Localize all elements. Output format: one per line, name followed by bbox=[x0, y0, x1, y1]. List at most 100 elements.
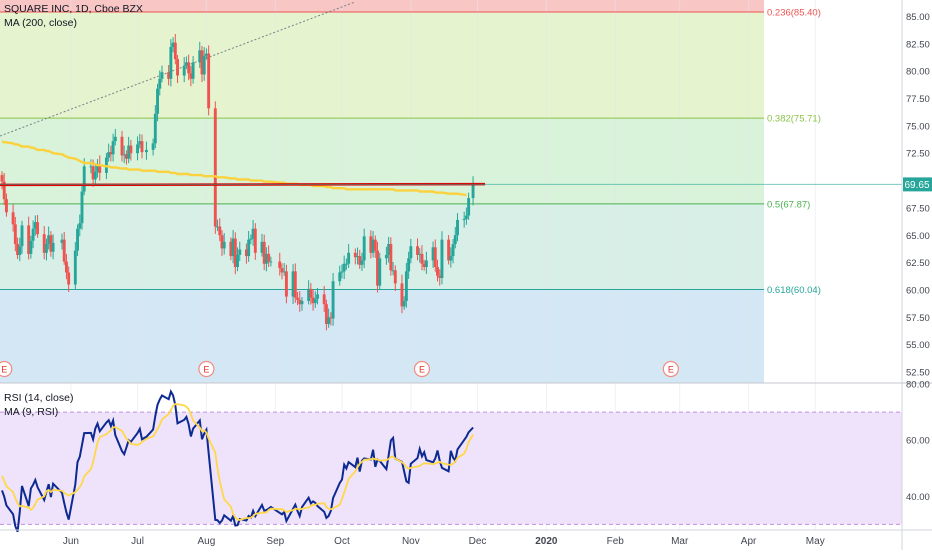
candle-body bbox=[260, 241, 264, 253]
candle bbox=[431, 241, 435, 268]
candle-body bbox=[120, 136, 124, 156]
candle-body bbox=[400, 283, 404, 307]
candle-body bbox=[402, 300, 406, 307]
candle bbox=[362, 228, 366, 269]
candle-body bbox=[182, 65, 186, 76]
candle bbox=[307, 280, 311, 305]
candle-body bbox=[169, 47, 173, 79]
candle bbox=[109, 145, 113, 162]
candle-body bbox=[404, 271, 408, 301]
candle bbox=[238, 241, 242, 262]
candle bbox=[158, 70, 162, 96]
fib-zone-3 bbox=[0, 203, 764, 290]
candle bbox=[213, 101, 217, 234]
price-tick-label-2: 80.00 bbox=[906, 67, 930, 78]
rsi-ma-legend[interactable]: MA (9, RSI) bbox=[4, 406, 59, 418]
time-tick-label-3: Sep bbox=[266, 536, 284, 547]
rsi-axis-ticks[interactable]: 80.00 60.00 40.00 bbox=[906, 380, 930, 503]
candle-body bbox=[384, 254, 388, 259]
candle bbox=[416, 238, 419, 261]
candle-body bbox=[200, 50, 204, 75]
candle-body bbox=[27, 225, 31, 254]
candle bbox=[29, 235, 33, 259]
earnings-marker-0[interactable] bbox=[0, 360, 13, 378]
candle-body bbox=[291, 271, 295, 297]
ma200-legend[interactable]: MA (200, close) bbox=[4, 17, 77, 29]
candle bbox=[360, 252, 364, 272]
symbol-title[interactable]: SQUARE INC, 1D, Cboe BZX bbox=[4, 3, 143, 15]
candle bbox=[402, 296, 406, 310]
candle bbox=[309, 283, 313, 305]
candle bbox=[73, 242, 77, 290]
candle-body bbox=[89, 166, 93, 168]
candle-body bbox=[298, 299, 302, 305]
earnings-marker-1[interactable] bbox=[198, 360, 215, 378]
candle-body bbox=[293, 271, 297, 298]
candle-body bbox=[204, 53, 208, 56]
candle bbox=[0, 171, 4, 190]
candle bbox=[124, 150, 128, 165]
candle bbox=[418, 248, 422, 263]
candle bbox=[407, 251, 411, 279]
price-tick-label-11: 57.50 bbox=[906, 313, 930, 324]
price-tick-label-5: 72.50 bbox=[906, 149, 930, 160]
candle-body bbox=[31, 228, 35, 241]
price-axis-ticks[interactable]: 85.0082.5080.0077.5075.0072.5070.0067.50… bbox=[906, 12, 930, 379]
fib-label-3: 0.618(60.04) bbox=[767, 285, 821, 296]
candle-body bbox=[451, 244, 455, 257]
candle-body bbox=[262, 241, 266, 264]
time-tick-label-10: Apr bbox=[741, 536, 757, 547]
candle bbox=[400, 274, 404, 314]
candle-body bbox=[422, 263, 426, 268]
candle-body bbox=[20, 225, 24, 247]
candle bbox=[67, 266, 71, 293]
candle-body bbox=[440, 239, 444, 278]
time-tick-label-0: Jun bbox=[63, 536, 79, 547]
candle bbox=[11, 204, 15, 232]
candle bbox=[342, 255, 346, 280]
candle bbox=[153, 105, 157, 149]
time-tick-label-2: Aug bbox=[198, 536, 216, 547]
candle-body bbox=[36, 222, 40, 235]
candle bbox=[200, 45, 204, 83]
fib-zone-1 bbox=[0, 12, 764, 119]
candle bbox=[327, 308, 331, 328]
candle-body bbox=[353, 252, 357, 258]
candle bbox=[93, 163, 97, 185]
fibonacci-zones bbox=[0, 0, 764, 383]
candle-body bbox=[78, 223, 82, 229]
candle-body bbox=[464, 215, 468, 219]
candle bbox=[231, 230, 235, 264]
candle-body bbox=[407, 258, 411, 272]
price-axis-background bbox=[902, 0, 932, 550]
candle-body bbox=[244, 249, 248, 257]
earnings-marker-label-0: E bbox=[1, 365, 7, 375]
candle-body bbox=[316, 294, 319, 299]
candle bbox=[462, 211, 466, 228]
candle bbox=[376, 241, 379, 293]
candle bbox=[187, 54, 191, 81]
price-tick-label-0: 85.00 bbox=[906, 12, 930, 23]
candle bbox=[151, 138, 155, 156]
candle bbox=[127, 136, 131, 164]
candle bbox=[293, 263, 297, 303]
earnings-marker-2[interactable] bbox=[413, 360, 431, 378]
candle-body bbox=[156, 88, 159, 114]
candle bbox=[387, 236, 391, 263]
candle-body bbox=[184, 62, 188, 66]
rsi-legend-title[interactable]: RSI (14, close) bbox=[4, 392, 74, 404]
candle-body bbox=[107, 152, 111, 158]
candle bbox=[49, 231, 53, 257]
time-tick-label-5: Nov bbox=[402, 536, 420, 547]
fibonacci-levels: 0.236(85.40) 0.382(75.71) 0.5(67.87) 0.618(… bbox=[0, 8, 821, 296]
time-axis-ticks[interactable]: Jun Jul Aug Sep Oct Nov Dec 2020 Feb Mar Apr May bbox=[63, 536, 825, 547]
candle-body bbox=[438, 275, 442, 278]
candle-body bbox=[140, 141, 144, 153]
candle-body bbox=[418, 253, 422, 255]
candle-body bbox=[393, 270, 397, 284]
earnings-marker-3[interactable] bbox=[662, 360, 679, 378]
candle-body bbox=[153, 113, 157, 144]
